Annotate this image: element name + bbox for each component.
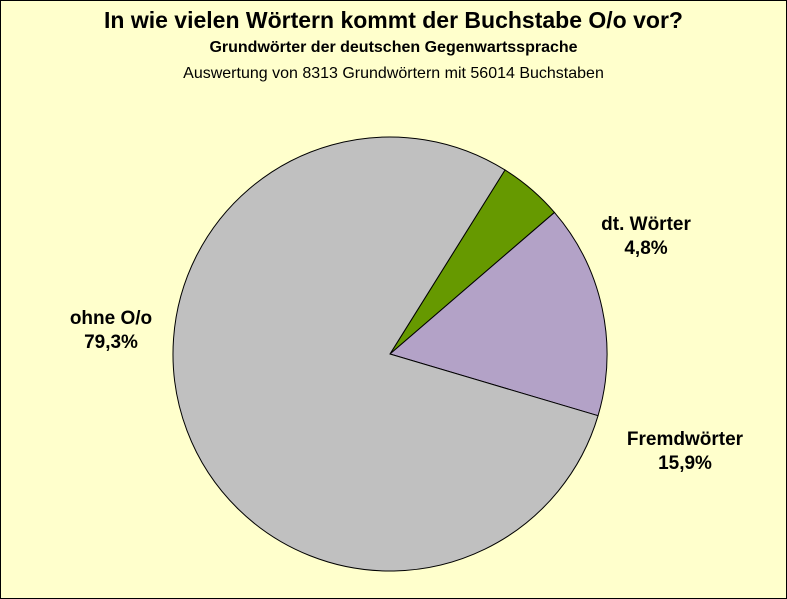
slice-label-name: ohne O/o	[69, 308, 153, 329]
slice-label-value: 4,8%	[624, 238, 668, 259]
slice-label-value: 79,3%	[84, 332, 138, 353]
chart-subtitle-detail: Auswertung von 8313 Grundwörtern mit 560…	[183, 65, 604, 82]
chart-subtitle: Grundwörter der deutschen Gegenwartsspra…	[209, 39, 578, 56]
chart-title: In wie vielen Wörtern kommt der Buchstab…	[104, 7, 683, 33]
slice-label-name: dt. Wörter	[601, 214, 691, 235]
slice-label-fremdwoerter: Fremdwörter 15,9%	[610, 428, 760, 476]
slice-label-name: Fremdwörter	[626, 429, 744, 450]
slice-label-value: 15,9%	[658, 453, 712, 474]
slice-label-dt-woerter: dt. Wörter 4,8%	[591, 213, 701, 261]
slice-ohne-o	[172, 136, 599, 572]
slice-label-ohne-o: ohne O/o 79,3%	[51, 307, 171, 355]
slice-fremdwoerter	[388, 211, 608, 417]
